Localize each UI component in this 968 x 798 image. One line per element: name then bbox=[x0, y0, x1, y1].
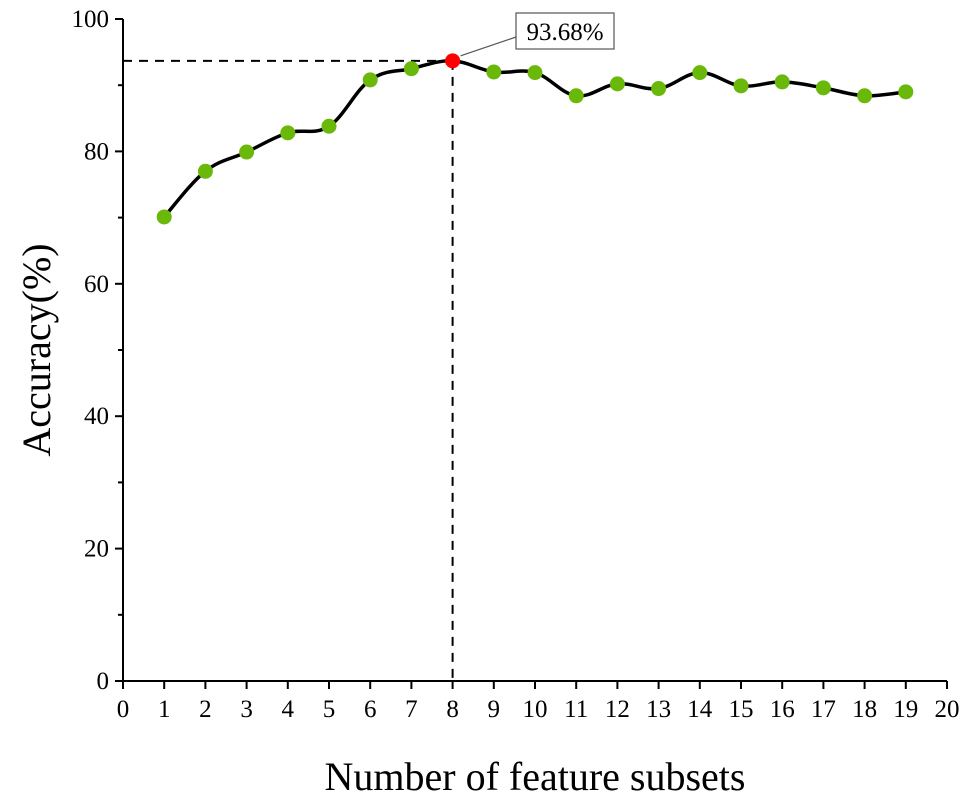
x-tick-label: 15 bbox=[729, 696, 754, 723]
x-tick-label: 2 bbox=[199, 696, 212, 723]
x-tick-label: 20 bbox=[935, 696, 960, 723]
data-point bbox=[280, 125, 296, 141]
data-point bbox=[527, 65, 543, 81]
series-line-group bbox=[162, 59, 906, 219]
x-tick-label: 19 bbox=[893, 696, 918, 723]
data-point bbox=[651, 81, 667, 97]
x-tick-label: 14 bbox=[687, 696, 713, 723]
x-tick-label: 7 bbox=[405, 696, 418, 723]
y-axis-title: Accuracy(%) bbox=[14, 243, 59, 456]
data-point bbox=[321, 118, 337, 134]
x-tick-label: 11 bbox=[564, 696, 588, 723]
y-tick-label: 100 bbox=[72, 6, 110, 33]
annotation-group: 93.68% bbox=[460, 12, 615, 57]
annotation-label: 93.68% bbox=[526, 19, 603, 46]
data-point bbox=[733, 78, 749, 94]
data-point bbox=[857, 88, 873, 104]
x-tick-label: 3 bbox=[240, 696, 253, 723]
data-point bbox=[403, 61, 419, 77]
data-point bbox=[815, 80, 831, 96]
x-tick-label: 13 bbox=[646, 696, 671, 723]
data-point bbox=[156, 209, 172, 225]
x-tick-label: 5 bbox=[323, 696, 336, 723]
y-tick-label: 60 bbox=[84, 271, 109, 298]
data-point bbox=[486, 64, 502, 80]
x-tick-label: 12 bbox=[605, 696, 630, 723]
x-tick-label: 1 bbox=[158, 696, 171, 723]
y-tick-label: 80 bbox=[84, 138, 109, 165]
x-tick-label: 6 bbox=[364, 696, 377, 723]
x-tick-label: 18 bbox=[852, 696, 877, 723]
markers-group bbox=[156, 53, 914, 225]
data-point bbox=[362, 72, 378, 88]
data-point bbox=[692, 65, 708, 81]
data-point bbox=[609, 76, 625, 92]
y-tick-label: 20 bbox=[84, 536, 109, 563]
data-point bbox=[197, 163, 213, 179]
y-tick-label: 40 bbox=[84, 403, 109, 430]
x-tick-label: 10 bbox=[523, 696, 548, 723]
data-point bbox=[898, 84, 914, 100]
highlight-point bbox=[445, 53, 461, 69]
x-tick-label: 9 bbox=[488, 696, 501, 723]
highlight-guides bbox=[123, 59, 454, 681]
series-line bbox=[162, 59, 906, 219]
data-point bbox=[568, 88, 584, 104]
data-point bbox=[774, 74, 790, 90]
annotation-box bbox=[515, 12, 615, 50]
x-tick-label: 8 bbox=[446, 696, 459, 723]
x-axis-title: Number of feature subsets bbox=[325, 754, 746, 798]
x-tick-label: 16 bbox=[770, 696, 795, 723]
data-point bbox=[239, 144, 255, 160]
x-tick-label: 4 bbox=[282, 696, 295, 723]
y-tick-label: 0 bbox=[97, 668, 110, 695]
x-tick-label: 17 bbox=[811, 696, 836, 723]
x-tick-label: 0 bbox=[117, 696, 130, 723]
annotation-leader-line bbox=[460, 36, 517, 57]
